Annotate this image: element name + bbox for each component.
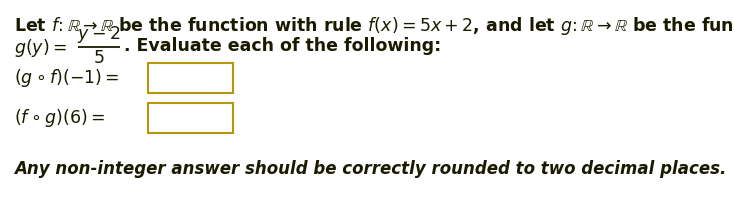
Text: $g(y) = $: $g(y) = $ — [14, 37, 67, 59]
Text: $y - 2$: $y - 2$ — [77, 24, 120, 45]
Text: Any non-integer answer should be correctly rounded to two decimal places.: Any non-integer answer should be correct… — [14, 160, 727, 178]
Text: $(f \circ g)(6) = $: $(f \circ g)(6) = $ — [14, 107, 105, 129]
Text: Let $f\!:\mathbb{R} \rightarrow \mathbb{R}$ be the function with rule $f(x) = 5x: Let $f\!:\mathbb{R} \rightarrow \mathbb{… — [14, 15, 734, 37]
Text: $(g \circ f)(-1) = $: $(g \circ f)(-1) = $ — [14, 67, 120, 89]
Text: . Evaluate each of the following:: . Evaluate each of the following: — [124, 37, 441, 55]
Bar — [148, 103, 233, 133]
Text: $5$: $5$ — [93, 49, 105, 67]
Bar — [148, 63, 233, 93]
